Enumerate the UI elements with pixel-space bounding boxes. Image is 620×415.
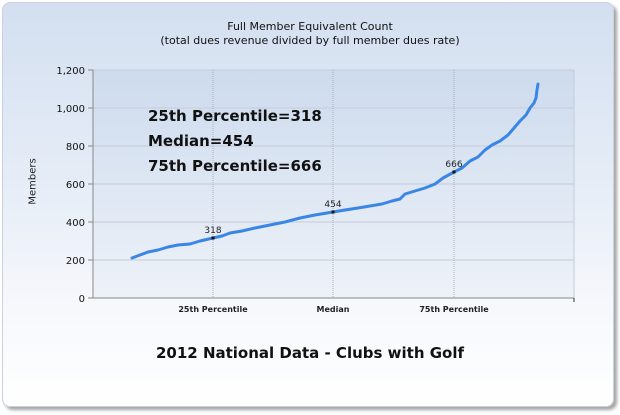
- svg-text:1,000: 1,000: [56, 104, 85, 115]
- svg-text:400: 400: [66, 218, 85, 229]
- stat-p25: 25th Percentile=318: [148, 107, 322, 125]
- svg-text:666: 666: [445, 160, 462, 170]
- chart-caption: 2012 National Data - Clubs with Golf: [155, 344, 465, 362]
- svg-text:200: 200: [66, 256, 85, 267]
- data-line: [130, 82, 540, 260]
- percentile-lines: [212, 70, 455, 298]
- svg-text:0: 0: [79, 294, 85, 305]
- svg-text:600: 600: [66, 180, 85, 191]
- percentile-markers: [211, 170, 456, 240]
- chart-title: Full Member Equivalent Count: [227, 20, 393, 33]
- svg-text:454: 454: [324, 200, 341, 210]
- svg-text:25th Percentile: 25th Percentile: [178, 305, 248, 314]
- stat-median: Median=454: [148, 132, 254, 150]
- svg-text:Median: Median: [317, 305, 350, 314]
- stats-annotation: 25th Percentile=318 Median=454 75th Perc…: [148, 104, 322, 179]
- marker-labels: 318 454 666: [204, 160, 462, 236]
- svg-text:800: 800: [66, 142, 85, 153]
- svg-text:75th Percentile: 75th Percentile: [419, 305, 489, 314]
- y-tick-labels: 1,200 1,000 800 600 400 200 0: [56, 66, 85, 305]
- x-tick-labels: 25th Percentile Median 75th Percentile: [178, 305, 489, 314]
- svg-text:318: 318: [204, 226, 221, 236]
- chart-subtitle: (total dues revenue divided by full memb…: [160, 34, 460, 47]
- svg-text:1,200: 1,200: [56, 66, 85, 77]
- axes: [88, 69, 575, 302]
- stat-p75: 75th Percentile=666: [148, 157, 322, 175]
